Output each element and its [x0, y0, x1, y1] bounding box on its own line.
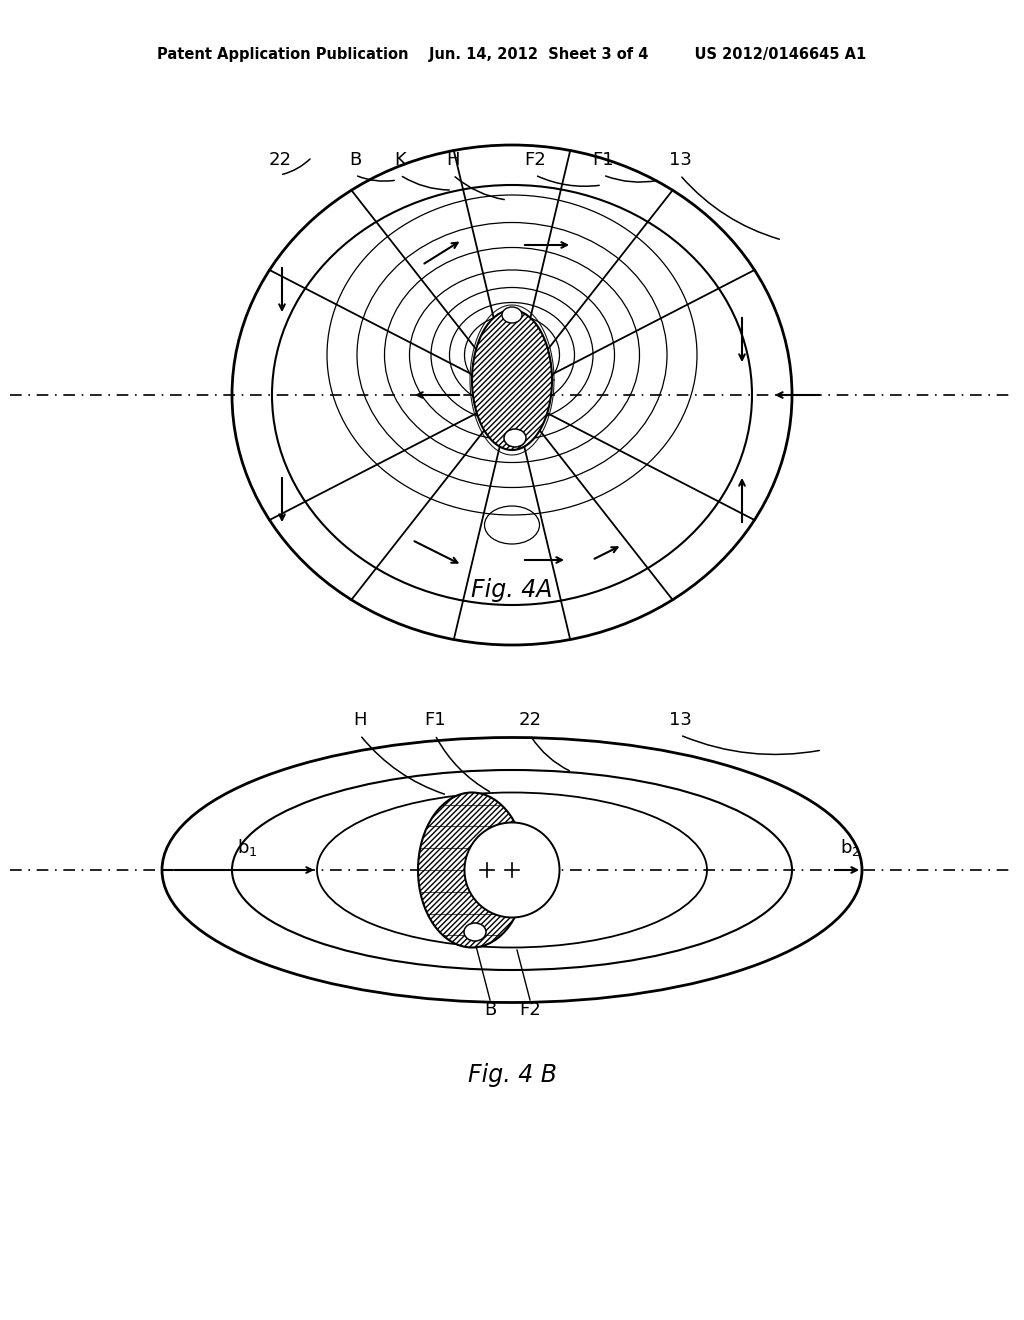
Text: F2: F2	[524, 150, 546, 169]
Text: F1: F1	[592, 150, 613, 169]
Ellipse shape	[472, 310, 552, 450]
Text: b$_1$: b$_1$	[237, 837, 257, 858]
Text: B: B	[349, 150, 361, 169]
Text: B: B	[484, 1001, 496, 1019]
Ellipse shape	[464, 923, 486, 941]
Ellipse shape	[418, 792, 526, 948]
Text: F1: F1	[424, 711, 445, 729]
Ellipse shape	[502, 308, 522, 323]
Text: H: H	[446, 150, 460, 169]
Text: K: K	[394, 150, 406, 169]
Text: Fig. 4 B: Fig. 4 B	[468, 1063, 556, 1086]
Text: 13: 13	[669, 711, 691, 729]
Text: 13: 13	[669, 150, 691, 169]
Text: F2: F2	[519, 1001, 541, 1019]
Text: H: H	[353, 711, 367, 729]
Text: 22: 22	[518, 711, 542, 729]
Text: Fig. 4A: Fig. 4A	[471, 578, 553, 602]
Ellipse shape	[465, 822, 559, 917]
Text: 22: 22	[268, 150, 292, 169]
Ellipse shape	[504, 429, 526, 447]
Text: b$_2$: b$_2$	[840, 837, 860, 858]
Text: Patent Application Publication    Jun. 14, 2012  Sheet 3 of 4         US 2012/01: Patent Application Publication Jun. 14, …	[158, 48, 866, 62]
